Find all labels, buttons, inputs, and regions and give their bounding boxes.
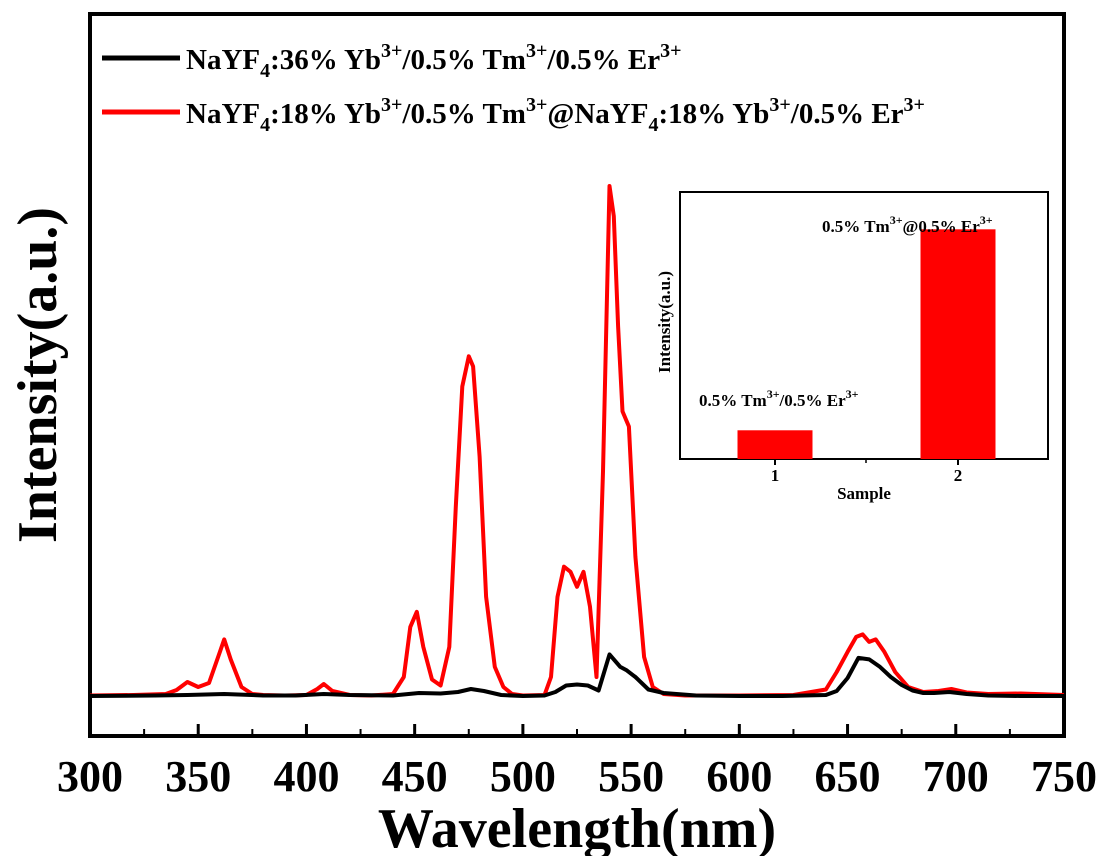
x-axis-ticks: 300 350 400 450 500 550 600 650 700 750 — [57, 724, 1097, 801]
series-group — [89, 184, 1065, 698]
x-tick-label: 550 — [598, 752, 664, 801]
x-axis-title: Wavelength(nm) — [378, 798, 776, 856]
x-tick-label: 700 — [923, 752, 989, 801]
inset-bar-1 — [737, 430, 813, 459]
inset-x-tick-label: 2 — [954, 466, 963, 485]
legend-label-series-2: NaYF4:18% Yb3+/0.5% Tm3+@NaYF4:18% Yb3+/… — [186, 94, 925, 136]
y-axis-title: Intensity(a.u.) — [7, 207, 69, 543]
inset-y-axis-title: Intensity(a.u.) — [655, 271, 674, 373]
x-tick-label: 500 — [490, 752, 556, 801]
x-tick-label: 750 — [1031, 752, 1097, 801]
x-tick-label: 650 — [815, 752, 881, 801]
inset-bar-2 — [920, 229, 996, 459]
legend-label-series-1: NaYF4:36% Yb3+/0.5% Tm3+/0.5% Er3+ — [186, 40, 682, 82]
inset-x-axis-title: Sample — [837, 484, 891, 503]
x-tick-label: 600 — [706, 752, 772, 801]
x-tick-label: 300 — [57, 752, 123, 801]
x-tick-label: 400 — [273, 752, 339, 801]
series-line-1 — [89, 652, 1064, 698]
inset-x-tick-label: 1 — [771, 466, 780, 485]
legend: NaYF4:36% Yb3+/0.5% Tm3+/0.5% Er3+ NaYF4… — [102, 40, 925, 136]
inset-bar-2-label: 0.5% Tm3+@0.5% Er3+ — [822, 213, 993, 236]
inset-bar-1-label: 0.5% Tm3+/0.5% Er3+ — [699, 387, 859, 410]
x-tick-label: 450 — [382, 752, 448, 801]
x-tick-label: 350 — [165, 752, 231, 801]
